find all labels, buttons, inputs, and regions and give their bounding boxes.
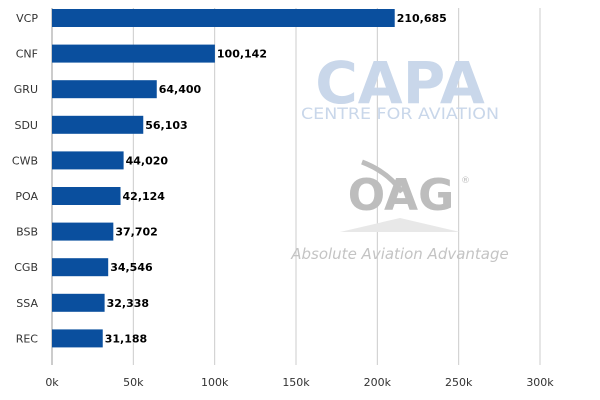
category-labels: VCP CNF GRU SDU CWB POA BSB CGB SSA REC [12, 12, 39, 345]
data-label: 37,702 [115, 226, 157, 239]
oag-underline-icon [340, 218, 460, 232]
bar-ssa [52, 293, 105, 312]
bar-rec [52, 329, 103, 348]
bar-gru [52, 80, 157, 99]
capa-watermark: CAPA CENTRE FOR AVIATION [301, 49, 499, 123]
x-tick-label: 0k [45, 376, 59, 389]
oag-tagline: Absolute Aviation Advantage [290, 245, 509, 263]
bar-bsb [52, 222, 114, 241]
category-label: POA [15, 190, 38, 203]
data-label: 64,400 [159, 83, 202, 96]
category-label: SDU [14, 119, 38, 132]
data-label: 32,338 [107, 297, 149, 310]
bar-poa [52, 187, 121, 205]
bar-cwb [52, 151, 124, 170]
category-label: REC [16, 332, 39, 345]
data-label: 31,188 [105, 332, 147, 345]
category-label: CNF [16, 48, 38, 61]
x-tick-label: 300k [526, 376, 554, 389]
data-label: 44,020 [126, 154, 169, 167]
category-label: CGB [14, 261, 38, 274]
bar-cgb [52, 258, 109, 277]
gridlines [51, 8, 541, 365]
bars [52, 9, 395, 348]
category-label: BSB [16, 226, 38, 239]
x-axis-tick-labels: 0k 50k 100k 150k 200k 250k 300k [45, 376, 554, 389]
data-label: 210,685 [397, 12, 447, 25]
category-label: GRU [14, 83, 38, 96]
x-tick-label: 150k [282, 376, 310, 389]
data-labels: 210,685 100,142 64,400 56,103 44,020 42,124 37… [105, 12, 447, 345]
oag-watermark: OAG ® Absolute Aviation Advantage [290, 159, 509, 263]
x-tick-label: 250k [445, 376, 473, 389]
x-tick-label: 50k [123, 376, 144, 389]
data-label: 42,124 [123, 190, 166, 203]
bar-sdu [52, 115, 144, 134]
oag-registered-mark: ® [461, 176, 470, 186]
data-label: 34,546 [110, 261, 153, 274]
oag-logo-text: OAG [348, 170, 454, 221]
category-label: VCP [16, 12, 38, 25]
x-tick-label: 100k [201, 376, 229, 389]
bar-cnf [52, 44, 215, 63]
category-label: CWB [12, 154, 38, 167]
capa-logo-text: CAPA [315, 49, 485, 117]
data-label: 100,142 [217, 48, 267, 61]
category-label: SSA [16, 297, 38, 310]
oag-swoosh-icon [361, 159, 405, 194]
capa-logo-subtitle: CENTRE FOR AVIATION [301, 104, 499, 123]
data-label: 56,103 [145, 119, 187, 132]
x-tick-label: 200k [364, 376, 392, 389]
bar-vcp [52, 9, 395, 27]
